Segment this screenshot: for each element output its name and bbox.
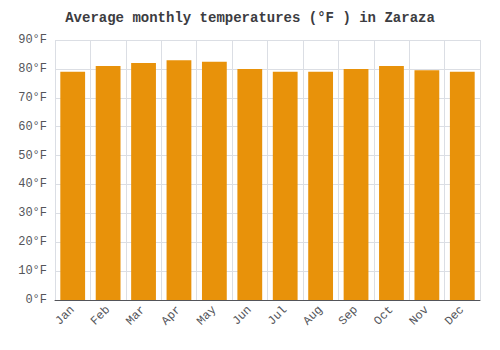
svg-text:40°F: 40°F — [18, 177, 47, 191]
svg-text:Sep: Sep — [336, 303, 361, 328]
svg-text:60°F: 60°F — [18, 120, 47, 134]
svg-text:Mar: Mar — [123, 303, 148, 328]
svg-text:Apr: Apr — [159, 303, 184, 328]
svg-text:Jul: Jul — [265, 303, 290, 328]
svg-text:70°F: 70°F — [18, 91, 47, 105]
svg-text:Aug: Aug — [300, 303, 325, 328]
svg-text:50°F: 50°F — [18, 149, 47, 163]
svg-text:Oct: Oct — [371, 303, 396, 328]
svg-text:0°F: 0°F — [25, 293, 47, 307]
svg-text:Dec: Dec — [442, 303, 467, 328]
svg-text:Feb: Feb — [88, 303, 113, 328]
svg-text:Nov: Nov — [407, 303, 432, 328]
svg-text:20°F: 20°F — [18, 235, 47, 249]
svg-text:Jan: Jan — [53, 303, 78, 328]
svg-text:80°F: 80°F — [18, 62, 47, 76]
svg-text:Average monthly temperatures (: Average monthly temperatures (°F ) in Za… — [65, 10, 435, 26]
svg-text:90°F: 90°F — [18, 33, 47, 47]
svg-text:Jun: Jun — [230, 303, 255, 328]
svg-text:30°F: 30°F — [18, 206, 47, 220]
svg-text:May: May — [194, 303, 219, 328]
svg-text:10°F: 10°F — [18, 264, 47, 278]
